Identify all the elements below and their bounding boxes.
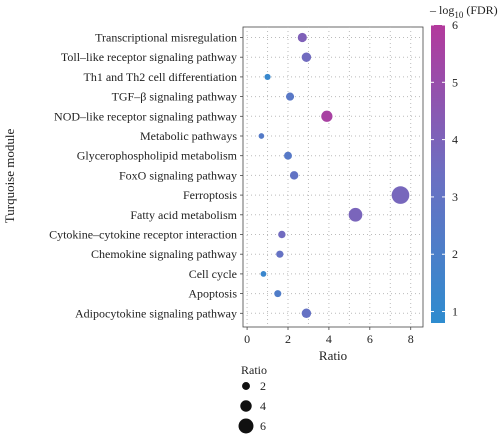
- data-point: [276, 250, 284, 258]
- color-tick-label: 1: [452, 305, 458, 319]
- data-point: [348, 207, 363, 222]
- size-legend-label: 4: [260, 399, 266, 413]
- y-tick-label: Adipocytokine signaling pathway: [75, 306, 237, 320]
- color-tick-label: 3: [452, 190, 458, 204]
- color-tick-label: 5: [452, 75, 458, 89]
- data-point: [278, 230, 286, 239]
- data-point: [297, 32, 307, 43]
- data-point: [258, 133, 265, 139]
- data-point: [301, 308, 312, 319]
- x-tick-label: 6: [367, 332, 373, 346]
- size-legend-dot: [238, 418, 254, 434]
- y-tick-label: NOD–like receptor signaling pathway: [54, 109, 237, 123]
- y-tick-label: Th1 and Th2 cell differentiation: [83, 70, 237, 84]
- color-tick-label: 4: [452, 133, 458, 147]
- x-axis-ticks: 0 2 4 6 8: [244, 327, 414, 346]
- y-tick-label: Glycerophospholipid metabolism: [77, 149, 238, 163]
- size-legend-title: Ratio: [241, 363, 267, 377]
- plot-panel: [242, 26, 424, 328]
- color-legend-ticks: 1 2 3 4 5 6: [431, 18, 458, 319]
- color-tick-label: 6: [452, 18, 458, 32]
- y-tick-label: Cell cycle: [189, 267, 237, 281]
- y-tick-label: Metabolic pathways: [140, 129, 237, 143]
- data-point: [391, 186, 410, 204]
- data-point: [284, 151, 292, 160]
- size-legend-dot: [242, 382, 250, 390]
- data-point: [289, 171, 299, 180]
- y-tick-label: TGF–β signaling pathway: [112, 90, 237, 104]
- data-point: [264, 73, 271, 80]
- size-legend-dot: [240, 400, 252, 412]
- x-tick-label: 2: [285, 332, 291, 346]
- color-legend-title: – log10 (FDR): [429, 3, 498, 20]
- y-axis-title: Turquoise module: [2, 129, 17, 224]
- y-tick-label: Transcriptional misregulation: [95, 31, 237, 45]
- y-tick-label: Fatty acid metabolism: [130, 208, 237, 222]
- data-point: [260, 270, 267, 277]
- x-tick-label: 4: [326, 332, 332, 346]
- y-tick-label: Chemokine signaling pathway: [91, 247, 237, 261]
- x-tick-label: 0: [244, 332, 250, 346]
- color-legend-bar: [431, 25, 445, 323]
- data-point: [285, 92, 295, 101]
- y-tick-label: Cytokine–cytokine receptor interaction: [49, 228, 237, 242]
- y-category-labels: Transcriptional misregulation Toll–like r…: [49, 31, 243, 320]
- grid-lines: [243, 27, 423, 327]
- data-point: [274, 290, 282, 298]
- size-legend-label: 2: [260, 379, 266, 393]
- y-tick-label: Ferroptosis: [183, 188, 237, 202]
- y-tick-label: Toll–like receptor signaling pathway: [61, 50, 237, 64]
- color-tick-label: 2: [452, 247, 458, 261]
- y-tick-label: Apoptosis: [188, 287, 237, 301]
- data-point: [301, 52, 312, 62]
- x-axis-title: Ratio: [319, 348, 347, 363]
- size-legend: 2 4 6: [238, 379, 266, 434]
- data-point: [321, 110, 333, 122]
- x-tick-label: 8: [408, 332, 414, 346]
- size-legend-label: 6: [260, 419, 266, 433]
- y-tick-label: FoxO signaling pathway: [119, 168, 237, 182]
- data-points: [258, 32, 410, 319]
